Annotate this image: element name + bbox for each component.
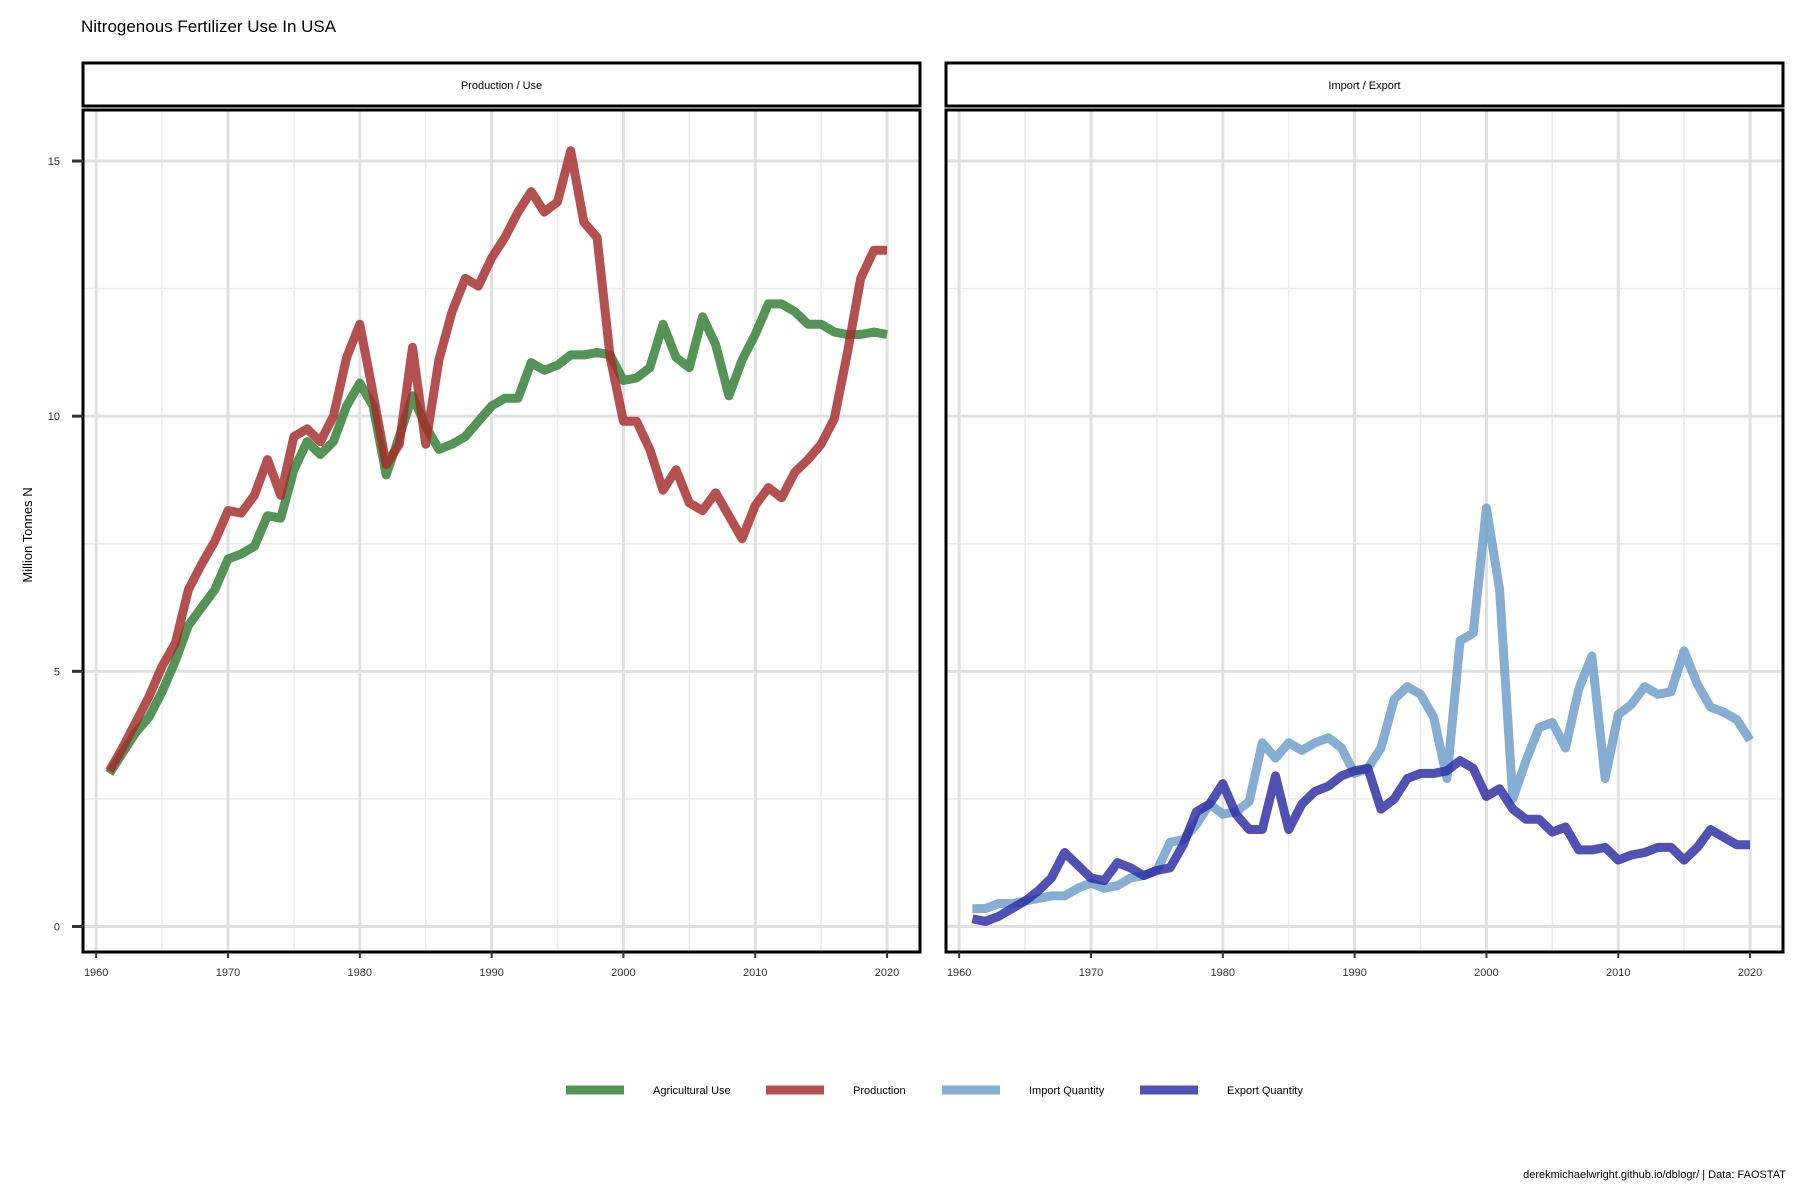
legend-label-export-quantity: Export Quantity <box>1227 1085 1303 1097</box>
legend: Agricultural Use Production Import Quantit… <box>566 1085 1303 1097</box>
x-tick-label: 2020 <box>1738 967 1762 979</box>
facet-strip <box>81 61 922 108</box>
x-tick-label: 1990 <box>1342 967 1366 979</box>
x-tick-label: 2010 <box>1606 967 1630 979</box>
x-tick-label: 1960 <box>84 967 108 979</box>
series-line-export-quantity <box>971 756 1750 926</box>
facet-strip-label: Production / Use <box>461 80 542 92</box>
x-tick-label: 1970 <box>216 967 240 979</box>
y-tick-label: 5 <box>54 666 60 678</box>
facet-strip-label: Import / Export <box>1328 80 1400 92</box>
series-line-agricultural-use <box>105 299 888 776</box>
y-axis-label: Million Tonnes N <box>20 487 35 582</box>
legend-label-agricultural-use: Agricultural Use <box>653 1085 731 1097</box>
panel-production-use: Production / Use 1960 1970 1980 1990 2000 2010… <box>48 61 922 979</box>
x-tick-label: 1970 <box>1079 967 1103 979</box>
panel-border <box>81 108 922 954</box>
x-tick-label: 1980 <box>348 967 372 979</box>
x-tick-label: 2000 <box>611 967 635 979</box>
x-tick-label: 2020 <box>875 967 899 979</box>
x-tick-label: 2000 <box>1474 967 1498 979</box>
x-tick-label: 1980 <box>1211 967 1235 979</box>
panel-border <box>944 108 1785 954</box>
series-line-import-quantity <box>972 503 1754 914</box>
x-tick-label: 1990 <box>479 967 503 979</box>
y-tick-label: 0 <box>54 921 60 933</box>
legend-label-production: Production <box>853 1085 906 1097</box>
y-tick-label: 10 <box>48 411 60 423</box>
chart-title: Nitrogenous Fertilizer Use In USA <box>81 17 337 36</box>
caption: derekmichaelwright.github.io/dblogr/ | D… <box>1523 1169 1786 1181</box>
x-tick-label: 2010 <box>743 967 767 979</box>
x-tick-label: 1960 <box>947 967 971 979</box>
series-line-production <box>105 146 887 774</box>
legend-label-import-quantity: Import Quantity <box>1029 1085 1105 1097</box>
y-tick-label: 15 <box>48 156 60 168</box>
panel-import-export: Import / Export 1960 1970 1980 1990 2000 2010 2… <box>944 61 1785 979</box>
facet-strip <box>944 61 1785 108</box>
